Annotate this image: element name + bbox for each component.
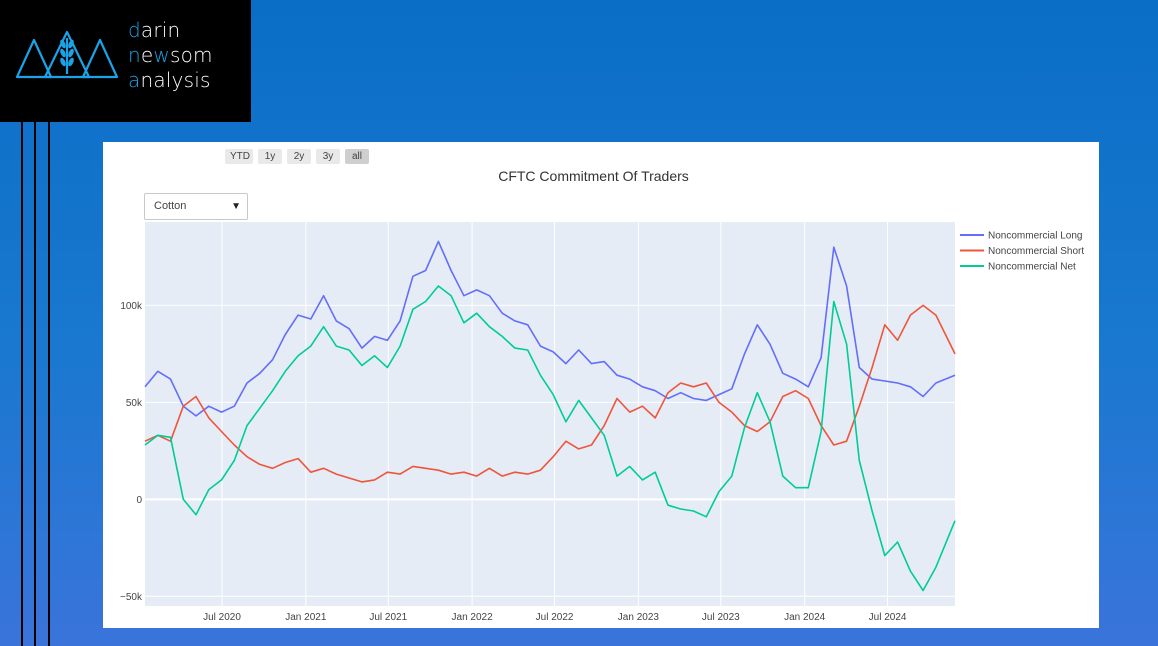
commodity-dropdown[interactable]: Cotton ▼: [144, 193, 248, 220]
brand-line-1-rest: arin: [140, 18, 181, 42]
x-tick-label: Jan 2021: [285, 612, 327, 623]
x-tick-label: Jul 2023: [702, 612, 740, 623]
decorative-line-2: [34, 122, 36, 646]
x-tick-label: Jan 2024: [784, 612, 826, 623]
x-tick-label: Jul 2020: [203, 612, 241, 623]
commodity-dropdown-value: Cotton: [154, 200, 187, 212]
x-tick-label: Jul 2024: [869, 612, 907, 623]
brand-line-3: analysis: [128, 68, 211, 92]
legend-label-noncommercial-net: Noncommercial Net: [988, 262, 1076, 273]
y-tick-label: 100k: [120, 301, 143, 312]
range-button-2y[interactable]: 2y: [287, 149, 311, 164]
y-tick-label: −50k: [120, 592, 143, 603]
range-button-all[interactable]: all: [345, 149, 369, 164]
legend-label-noncommercial-short: Noncommercial Short: [988, 246, 1084, 257]
chart-title: CFTC Commitment Of Traders: [498, 168, 689, 184]
brand-wordmark: darin newsom analysis: [128, 18, 213, 93]
y-tick-label: 0: [136, 495, 142, 506]
x-tick-label: Jul 2022: [536, 612, 574, 623]
range-button-ytd[interactable]: YTD: [225, 149, 253, 164]
chevron-down-icon: ▼: [231, 201, 241, 212]
series-line-noncommercial-net: [144, 285, 956, 592]
x-tick-label: Jan 2022: [452, 612, 494, 623]
mountain-logo-icon: [15, 30, 119, 79]
x-tick-label: Jan 2023: [618, 612, 660, 623]
chart-card: Jul 2020 Jan 2021 Jul 2021 Jan 2022 Jul 2022…: [103, 142, 1099, 628]
cot-line-chart: Jul 2020 Jan 2021 Jul 2021 Jan 2022 Jul 2022…: [120, 222, 1084, 623]
brand-logo: darin newsom analysis: [0, 0, 251, 122]
decorative-line-3: [48, 122, 50, 646]
series-line-noncommercial-long: [144, 240, 956, 417]
plot-area: [145, 222, 955, 606]
legend-label-noncommercial-long: Noncommercial Long: [988, 231, 1083, 242]
range-button-1y[interactable]: 1y: [258, 149, 282, 164]
y-tick-label: 50k: [126, 398, 143, 409]
range-button-3y[interactable]: 3y: [316, 149, 340, 164]
series-line-noncommercial-short: [144, 304, 956, 483]
decorative-line-1: [21, 122, 23, 646]
brand-line-1: darin: [128, 18, 181, 42]
brand-line-2: newsom: [128, 43, 213, 67]
x-tick-label: Jul 2021: [369, 612, 407, 623]
